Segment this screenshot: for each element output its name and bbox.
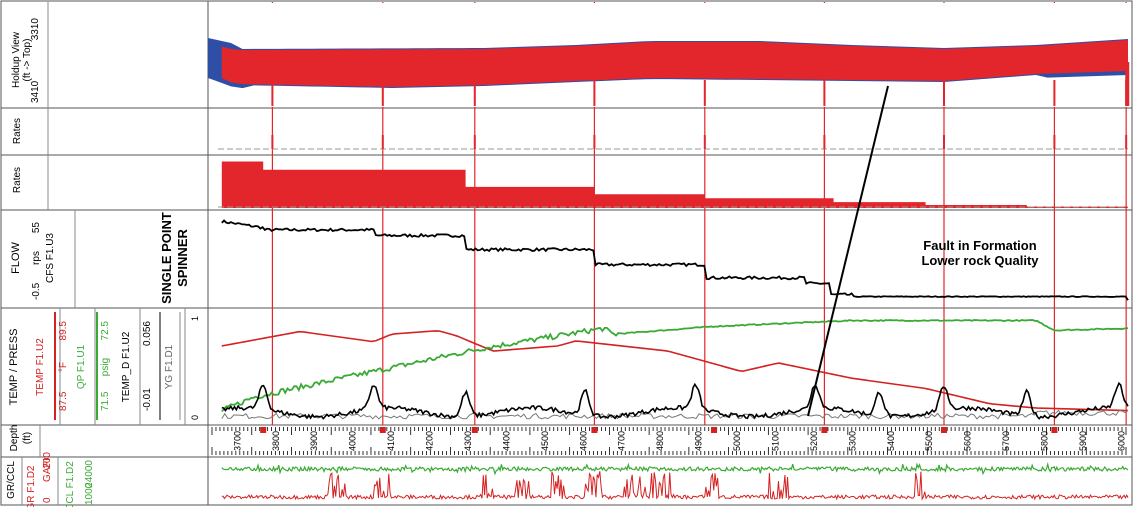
- qp-scale-max: 72.5: [100, 321, 111, 341]
- gamma-ray-curve: [221, 471, 1129, 501]
- depth-tick-label: 5100: [770, 431, 780, 451]
- depth-tick-label: 4200: [425, 431, 435, 451]
- flow-scale-max: 55: [31, 222, 42, 234]
- depth-tick-label: 4300: [463, 431, 473, 451]
- depth-tick-label: 5700: [1001, 431, 1011, 451]
- flow-header: FLOW rps CFS F1.U3 55 -0.5 SINGLE POINT …: [10, 212, 190, 304]
- depth-perforation-marker: [1051, 427, 1058, 433]
- temp-scale-min: 87.5: [58, 391, 69, 411]
- depth-tick-label: 3800: [271, 431, 281, 451]
- spinner-title-line2: SPINNER: [175, 228, 190, 286]
- depth-tick-label: 5300: [847, 431, 857, 451]
- temp-scale-max: 89.5: [58, 321, 69, 341]
- depth-tick-label: 4700: [617, 431, 627, 451]
- depth-tick-label: 4600: [578, 431, 588, 451]
- depth-perforation-marker: [260, 427, 267, 433]
- gr-curve-name: GR F1.D2: [26, 465, 37, 507]
- fault-annotation-line: [807, 85, 889, 417]
- depth-tick-label: 4900: [694, 431, 704, 451]
- temp-curve-name: TEMP F1.U2: [35, 338, 46, 396]
- yg-scale-min: 0: [190, 415, 200, 420]
- temperature-curve: [221, 330, 1129, 412]
- gr-scale-min: 0: [42, 497, 53, 503]
- depth-tick-label: 4800: [655, 431, 665, 451]
- temp-label: TEMP / PRESS: [8, 329, 20, 406]
- yg-scale-max: 1: [190, 316, 200, 321]
- temp-unit: °F: [58, 362, 69, 372]
- depth-unit: (ft): [22, 432, 33, 444]
- ccl-scale-min: 1000: [84, 482, 95, 505]
- spinner-title-line1: SINGLE POINT: [159, 212, 174, 304]
- holdup-scale-top: 3310: [30, 18, 41, 41]
- fault-annotation-line2: Lower rock Quality: [921, 253, 1039, 268]
- depth-tick-label: 5600: [963, 431, 973, 451]
- depth-perforation-marker: [711, 427, 717, 433]
- depth-tick-label: 3900: [309, 431, 319, 451]
- holdup-scale-bottom: 3410: [30, 80, 41, 103]
- ccl-scale-max: 24000: [84, 460, 95, 488]
- gr-track-label: GR/CCL: [6, 461, 17, 499]
- flow-label: FLOW: [10, 241, 22, 273]
- fault-annotation-line1: Fault in Formation: [923, 238, 1036, 253]
- depth-tick-label: 5000: [732, 431, 742, 451]
- depth-tick-label: 4100: [386, 431, 396, 451]
- depth-tick-label: 5400: [886, 431, 896, 451]
- depth-tick-label: 5900: [1078, 431, 1088, 451]
- depth-tick-label: 4500: [540, 431, 550, 451]
- yg-curve-name: YG F1.D1: [164, 344, 175, 389]
- depth-axis-background: [209, 426, 1127, 456]
- tempd-curve-name: TEMP_D F1.U2: [121, 331, 132, 402]
- temp-derivative-curve: [221, 381, 1129, 420]
- depth-perforation-marker: [591, 427, 598, 433]
- qp-curve-name: QP F1.U1: [76, 344, 87, 389]
- tempd-scale-max: 0.056: [142, 321, 153, 346]
- depth-tick-label: 5800: [1040, 431, 1050, 451]
- yg-curve: [221, 409, 1129, 420]
- pressure-curve: [221, 319, 1129, 413]
- flow-unit: rps: [31, 251, 42, 265]
- qp-unit: psig: [100, 358, 111, 376]
- depth-label: Depth: [9, 425, 20, 452]
- oil-holdup-area: [221, 40, 1129, 87]
- depth-tick-label: 4000: [348, 431, 358, 451]
- gr-header: GR/CCL GR F1.D2 GAPI 200 0 CCL F1.D2 240…: [6, 452, 95, 507]
- depth-tick-label: 3700: [232, 431, 242, 451]
- gr-unit: GAPI: [42, 458, 53, 482]
- depth-tick-label: 6000: [1116, 431, 1126, 451]
- rates2-plot: [218, 161, 1129, 208]
- holdup-right-marker: [1125, 62, 1130, 106]
- rates2-label: Rates: [12, 167, 23, 193]
- depth-perforation-marker: [471, 427, 478, 433]
- flow-scale-min: -0.5: [31, 282, 42, 300]
- depth-perforation-marker: [821, 427, 828, 433]
- rates1-label: Rates: [12, 118, 23, 144]
- depth-perforation-marker: [379, 427, 386, 433]
- holdup-header: 3310 3410 Holdup View (ft -> Top): [11, 18, 41, 103]
- depth-axis: 3700 3800 3900 4000 4100 4200 4300 4400 4500 4600…: [209, 426, 1127, 456]
- temp-press-plot: [221, 319, 1129, 420]
- gr-scale-max: 200: [42, 452, 53, 469]
- depth-tick-label: 4400: [501, 431, 511, 451]
- tempd-scale-min: -0.01: [142, 388, 153, 411]
- gr-ccl-plot: [221, 461, 1129, 501]
- spinner-flow-curve: [221, 219, 1129, 301]
- qp-scale-min: 71.5: [100, 391, 111, 411]
- holdup-track-unit: (ft -> Top): [22, 39, 33, 82]
- rates2-step-area: [221, 161, 1129, 208]
- ccl-curve: [221, 461, 1129, 476]
- holdup-track-label: Holdup View: [11, 31, 22, 88]
- depth-perforation-marker: [941, 427, 947, 433]
- depth-tick-label: 5200: [809, 431, 819, 451]
- holdup-view-plot: [208, 3, 1130, 107]
- flow-curve-name: CFS F1.U3: [45, 233, 56, 283]
- rates1-plot: [218, 135, 1128, 150]
- flow-plot: [221, 219, 1129, 301]
- depth-tick-label: 5500: [924, 431, 934, 451]
- ccl-curve-name: CCL F1.D2: [65, 461, 76, 507]
- temp-header: TEMP / PRESS TEMP F1.U2 °F 89.5 87.5 QP …: [8, 316, 200, 420]
